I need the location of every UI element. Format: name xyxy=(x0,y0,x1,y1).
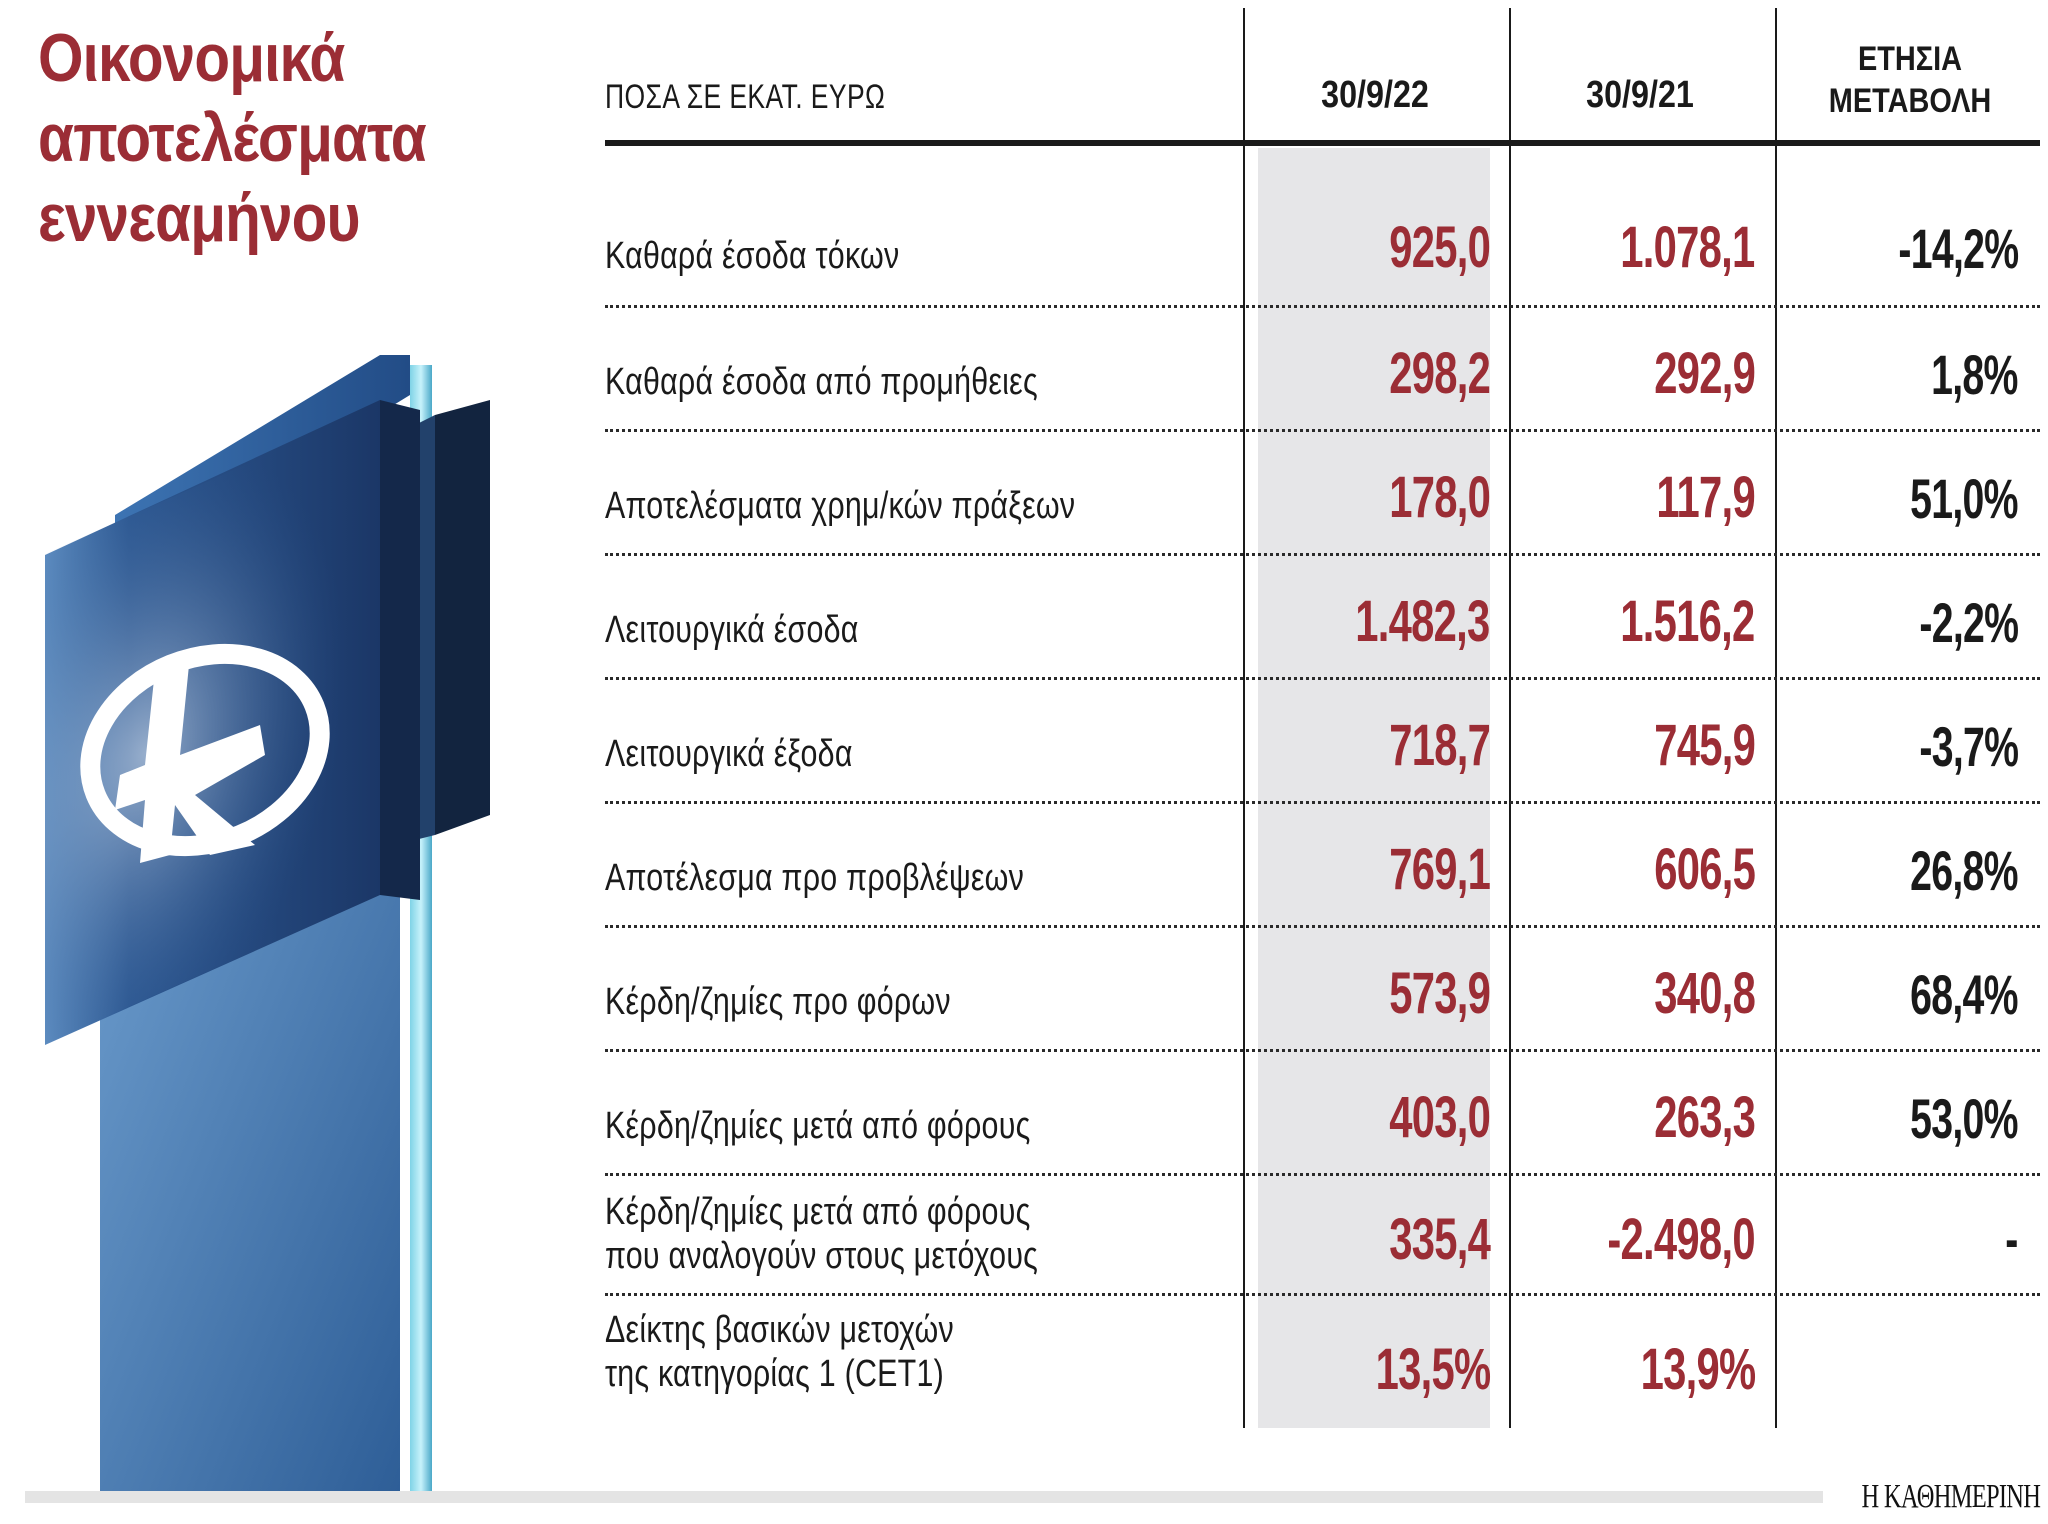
row-separator xyxy=(605,1173,2040,1176)
row-label: Αποτέλεσμα προ προβλέψεων xyxy=(605,857,1025,899)
table-row: Αποτελέσματα χρημ/κών πράξεων 178,0 117,… xyxy=(605,432,2040,556)
annual-change: 53,0% xyxy=(1910,1087,2018,1150)
table-row: Καθαρά έσοδα από προμήθειες 298,2 292,9 … xyxy=(605,308,2040,432)
row-label: Κέρδη/ζημίες προ φόρων xyxy=(605,981,951,1023)
annual-change: -2,2% xyxy=(1919,591,2019,654)
title-line-1: Οικονομικά xyxy=(38,20,345,96)
column-divider xyxy=(1775,8,1777,1428)
annual-change: 1,8% xyxy=(1931,343,2018,406)
row-separator xyxy=(605,1049,2040,1052)
value-2022: 403,0 xyxy=(1389,1085,1491,1150)
value-2022: 769,1 xyxy=(1389,837,1491,902)
row-label: Κέρδη/ζημίες μετά από φόρους που αναλογο… xyxy=(605,1191,1039,1277)
row-label: Κέρδη/ζημίες μετά από φόρους xyxy=(605,1105,1031,1147)
header-col-2022: 30/9/22 xyxy=(1321,74,1429,116)
bank-sign-icon xyxy=(20,335,540,1495)
table-row: Λειτουργικά έσοδα 1.482,3 1.516,2 -2,2% xyxy=(605,556,2040,680)
title-line-3: εννεαμήνου xyxy=(38,180,361,256)
annual-change: -14,2% xyxy=(1897,217,2019,280)
annual-change: 26,8% xyxy=(1910,839,2018,902)
value-2021: 1.078,1 xyxy=(1620,215,1756,280)
value-2021: 340,8 xyxy=(1654,961,1756,1026)
row-label: Δείκτης βασικών μετοχών της κατηγορίας 1… xyxy=(605,1309,954,1395)
row-label: Αποτελέσματα χρημ/κών πράξεων xyxy=(605,485,1076,527)
header-rule xyxy=(605,140,2040,146)
value-2021: 292,9 xyxy=(1654,341,1756,406)
value-2021: 263,3 xyxy=(1654,1085,1756,1150)
value-2022: 718,7 xyxy=(1389,713,1491,778)
value-2022: 335,4 xyxy=(1389,1207,1491,1272)
value-2022: 573,9 xyxy=(1389,961,1491,1026)
header-annual-change: ΕΤΗΣΙΑ ΜΕΤΑΒΟΛΗ xyxy=(1828,40,1992,120)
header-amounts-label: ΠΟΣΑ ΣΕ ΕΚΑΤ. ΕΥΡΩ xyxy=(605,78,886,116)
annual-change: 51,0% xyxy=(1910,467,2018,530)
row-label: Λειτουργικά έσοδα xyxy=(605,609,859,651)
header-col-2021: 30/9/21 xyxy=(1586,74,1694,116)
value-2022: 298,2 xyxy=(1389,341,1491,406)
value-2022: 13,5% xyxy=(1375,1337,1491,1402)
row-separator xyxy=(605,1293,2040,1296)
annual-change: 68,4% xyxy=(1910,963,2018,1026)
table-row: Κέρδη/ζημίες μετά από φόρους που αναλογο… xyxy=(605,1176,2040,1296)
table-row: Λειτουργικά έξοδα 718,7 745,9 -3,7% xyxy=(605,680,2040,804)
page-title: Οικονομικά αποτελέσματα εννεαμήνου xyxy=(38,18,485,258)
row-separator xyxy=(605,801,2040,804)
table-row: Κέρδη/ζημίες μετά από φόρους 403,0 263,3… xyxy=(605,1052,2040,1176)
value-2021: 13,9% xyxy=(1640,1337,1756,1402)
row-separator xyxy=(605,925,2040,928)
value-2021: 745,9 xyxy=(1654,713,1756,778)
value-2021: -2.498,0 xyxy=(1607,1207,1756,1272)
financial-results-table: ΠΟΣΑ ΣΕ ΕΚΑΤ. ΕΥΡΩ 30/9/22 30/9/21 ΕΤΗΣΙ… xyxy=(605,0,2040,1440)
annual-change: -3,7% xyxy=(1919,715,2019,778)
row-separator xyxy=(605,553,2040,556)
title-line-2: αποτελέσματα xyxy=(38,100,427,176)
value-2022: 1.482,3 xyxy=(1355,589,1491,654)
row-separator xyxy=(605,429,2040,432)
table-row: Κέρδη/ζημίες προ φόρων 573,9 340,8 68,4% xyxy=(605,928,2040,1052)
annual-change: - xyxy=(2005,1207,2019,1270)
row-label: Καθαρά έσοδα τόκων xyxy=(605,235,900,277)
column-divider xyxy=(1243,8,1245,1428)
row-label: Καθαρά έσοδα από προμήθειες xyxy=(605,361,1038,403)
value-2022: 178,0 xyxy=(1389,465,1491,530)
table-row: Αποτέλεσμα προ προβλέψεων 769,1 606,5 26… xyxy=(605,804,2040,928)
value-2022: 925,0 xyxy=(1389,215,1491,280)
row-label: Λειτουργικά έξοδα xyxy=(605,733,853,775)
value-2021: 1.516,2 xyxy=(1620,589,1756,654)
table-row: Καθαρά έσοδα τόκων 925,0 1.078,1 -14,2% xyxy=(605,146,2040,308)
highlight-column-2022 xyxy=(1258,148,1490,1428)
value-2021: 606,5 xyxy=(1654,837,1756,902)
publisher-logo: Η ΚΑΘΗΜΕΡΙΝΗ xyxy=(1861,1478,2040,1515)
column-divider xyxy=(1509,8,1511,1428)
row-separator xyxy=(605,677,2040,680)
footer-bar xyxy=(25,1491,1823,1503)
row-separator xyxy=(605,305,2040,308)
value-2021: 117,9 xyxy=(1656,465,1755,530)
table-row: Δείκτης βασικών μετοχών της κατηγορίας 1… xyxy=(605,1296,2040,1426)
